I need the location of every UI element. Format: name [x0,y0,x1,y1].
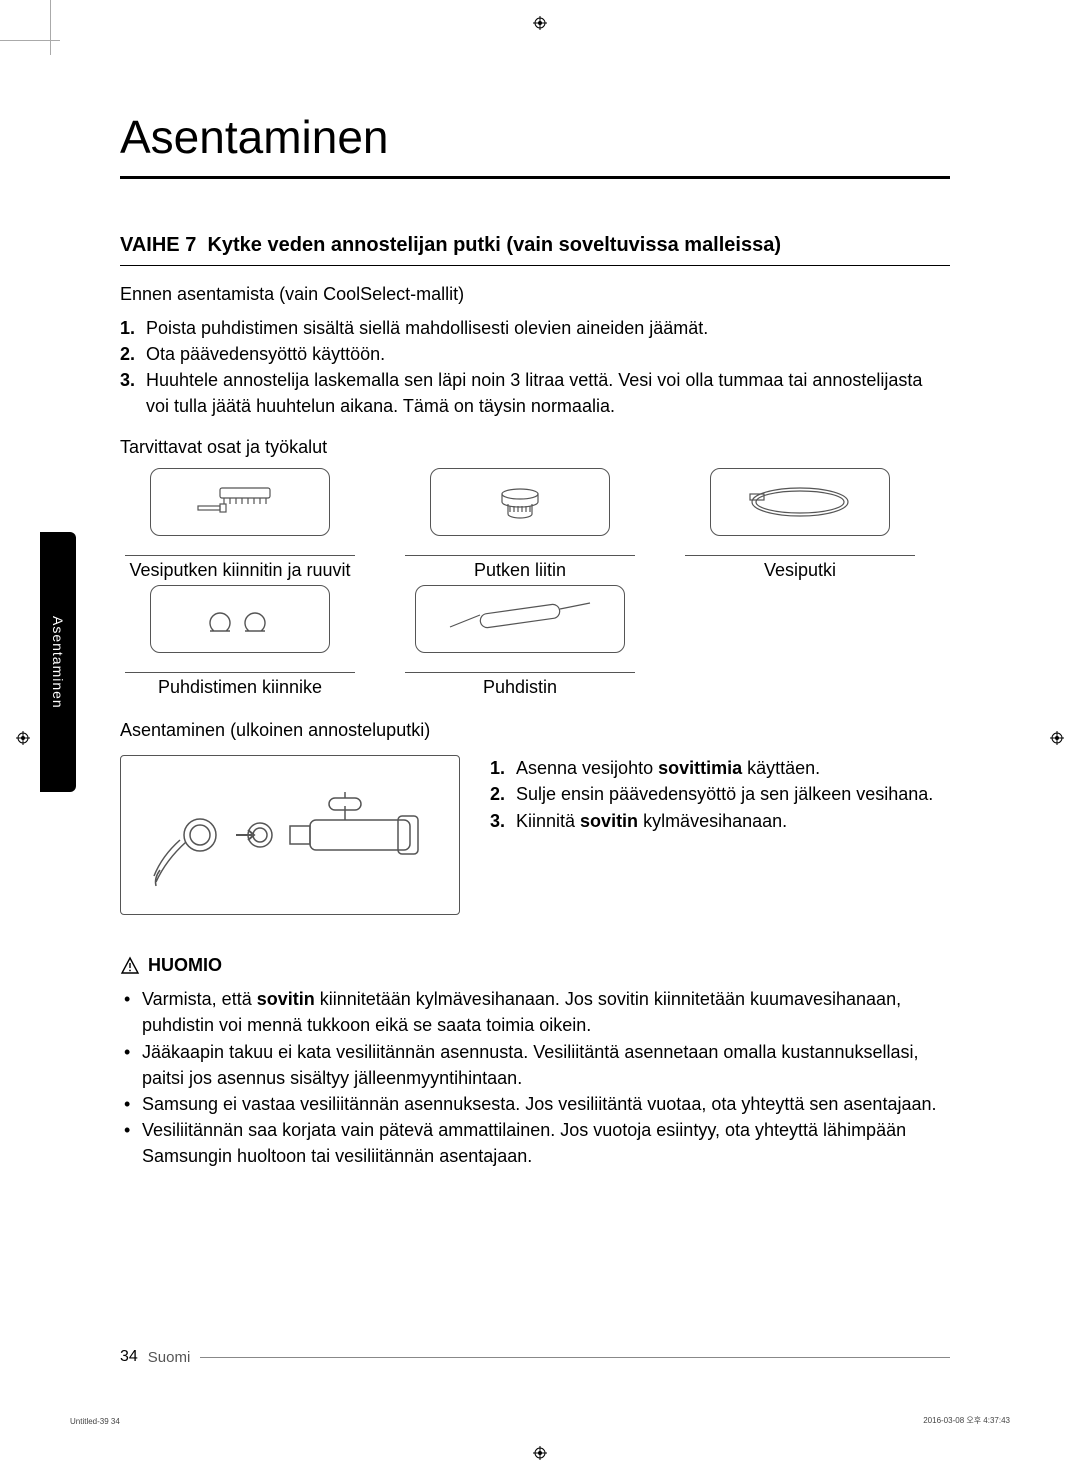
list-item: Varmista, että sovitin kiinnitetään kylm… [120,986,950,1038]
list-text: Sulje ensin päävedensyöttö ja sen jälkee… [516,784,933,804]
registration-mark-icon [533,1446,547,1460]
part-figure-connector-icon [430,468,610,536]
install-figure-tap-icon [120,755,460,915]
list-text-bold: sovittimia [658,758,742,778]
page-title: Asentaminen [120,110,950,164]
title-rule [120,176,950,179]
list-item: 2. Sulje ensin päävedensyöttö ja sen jälk… [490,781,950,807]
page-number: 34 [120,1348,138,1366]
parts-row-2: Puhdistimen kiinnike Puhdistin [120,585,950,698]
part-label: Puhdistin [400,677,640,698]
list-text: Kiinnitä [516,811,580,831]
print-meta-right: 2016-03-08 오후 4:37:43 [923,1415,1010,1426]
list-num: 3. [490,808,505,834]
list-num: 1. [120,315,135,341]
caution-heading: HUOMIO [120,955,950,976]
list-item: Vesiliitännän saa korjata vain pätevä am… [120,1117,950,1169]
subheading: Asentaminen (ulkoinen annosteluputki) [120,720,950,741]
install-steps: 1.Asenna vesijohto sovittimia käyttäen. … [490,755,950,915]
print-meta-left: Untitled-39 34 [70,1417,120,1426]
list-num: 1. [490,755,505,781]
step-label: VAIHE 7 [120,234,196,256]
part-label: Vesiputki [680,560,920,581]
list-num: 2. [120,341,135,367]
part-figure-clip-icon [150,585,330,653]
footer-lang: Suomi [148,1349,191,1366]
list-text: Varmista, että [142,989,257,1009]
subheading: Ennen asentamista (vain CoolSelect-malli… [120,284,950,305]
part-figure-purifier-icon [415,585,625,653]
registration-mark-icon [16,731,30,745]
registration-mark-icon [1050,731,1064,745]
part-label: Vesiputken kiinnitin ja ruuvit [120,560,360,581]
list-item: 3. Kiinnitä sovitin kylmävesihanaan. [490,808,950,834]
list-item: 1. Poista puhdistimen sisältä siellä mahd… [120,315,950,341]
part-figure-fastener-icon [150,468,330,536]
part-figure-pipe-icon [710,468,890,536]
list-text: Huuhtele annostelija laskemalla sen läpi… [146,370,922,416]
list-text: käyttäen. [742,758,820,778]
page-content: Asentaminen VAIHE 7 Kytke veden annostel… [120,110,950,1169]
part-cell: Putken liitin [400,468,640,581]
thin-rule [120,265,950,266]
warning-icon [120,956,140,976]
part-cell: Vesiputki [680,468,920,581]
step-heading: VAIHE 7 Kytke veden annostelijan putki (… [120,234,950,257]
registration-mark-icon [533,16,547,30]
list-text-bold: sovitin [580,811,638,831]
list-item: 1. Asenna vesijohto sovittimia käyttäen. [490,755,950,781]
list-text: Poista puhdistimen sisältä siellä mahdol… [146,318,708,338]
pre-install-list: 1. Poista puhdistimen sisältä siellä mahd… [120,315,950,419]
list-num: 2. [490,781,505,807]
parts-row-1: Vesiputken kiinnitin ja ruuvit Putken li… [120,468,950,581]
list-num: 3. [120,367,135,393]
list-item: Samsung ei vastaa vesiliitännän asennuks… [120,1091,950,1117]
caution-list: Varmista, että sovitin kiinnitetään kylm… [120,986,950,1169]
part-cell: Puhdistin [400,585,640,698]
part-label: Putken liitin [400,560,640,581]
part-label: Puhdistimen kiinnike [120,677,360,698]
list-text: kylmävesihanaan. [638,811,787,831]
part-cell: Vesiputken kiinnitin ja ruuvit [120,468,360,581]
part-cell: Puhdistimen kiinnike [120,585,360,698]
side-tab: Asentaminen [40,532,76,792]
crop-mark [0,40,60,41]
list-text-bold: sovitin [257,989,315,1009]
list-text: Ota päävedensyöttö käyttöön. [146,344,385,364]
page-footer: 34 Suomi [120,1348,950,1366]
list-item: 3. Huuhtele annostelija laskemalla sen lä… [120,367,950,419]
list-text: Asenna vesijohto [516,758,658,778]
caution-label: HUOMIO [148,955,222,976]
list-item: 2. Ota päävedensyöttö käyttöön. [120,341,950,367]
step-title: Kytke veden annostelijan putki (vain sov… [207,234,781,256]
crop-mark [50,0,51,55]
list-item: Jääkaapin takuu ei kata vesiliitännän as… [120,1039,950,1091]
footer-rule [200,1357,950,1358]
install-row: 1.Asenna vesijohto sovittimia käyttäen. … [120,755,950,915]
subheading: Tarvittavat osat ja työkalut [120,437,950,458]
